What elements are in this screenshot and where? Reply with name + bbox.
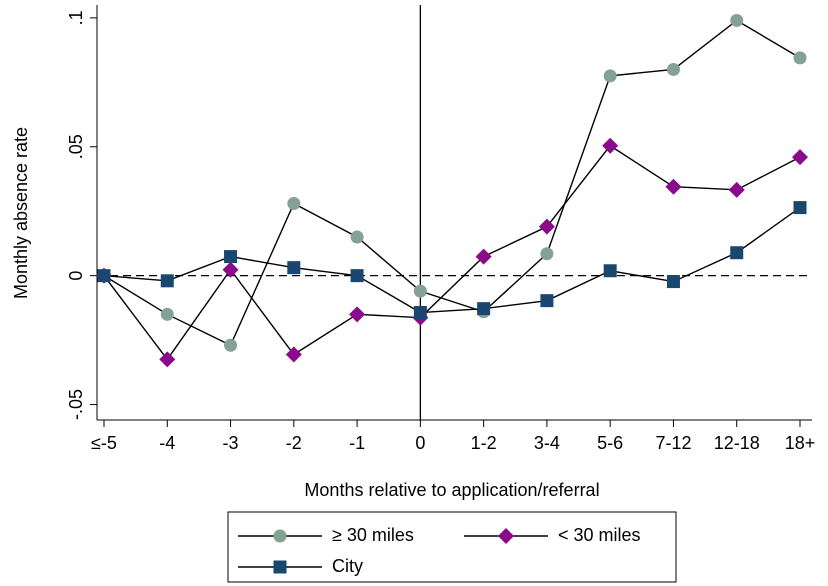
point	[666, 62, 680, 76]
point	[413, 306, 427, 320]
point	[540, 294, 554, 308]
point	[477, 302, 491, 316]
y-tick-label: -.05	[66, 389, 86, 420]
series-line	[103, 207, 801, 314]
x-tick-label: ≤-5	[91, 433, 117, 453]
y-tick-label: .1	[66, 10, 86, 25]
x-tick-label: 1-2	[471, 433, 497, 453]
x-tick-label: 0	[415, 433, 425, 453]
point	[665, 178, 682, 195]
point	[793, 201, 807, 215]
point	[730, 13, 744, 27]
point	[97, 269, 111, 283]
point	[603, 264, 617, 278]
point	[540, 247, 554, 261]
y-axis-label: Monthly absence rate	[11, 127, 31, 299]
point	[224, 250, 238, 264]
series-line	[103, 19, 801, 347]
x-axis-label: Months relative to application/referral	[304, 480, 599, 500]
x-tick-label: 7-12	[655, 433, 691, 453]
legend-label: City	[332, 556, 363, 576]
point	[538, 218, 555, 235]
point	[602, 137, 619, 154]
point	[730, 246, 744, 260]
point	[603, 69, 617, 83]
point	[287, 261, 301, 275]
point	[160, 307, 174, 321]
point	[287, 196, 301, 210]
x-tick-label: 12-18	[714, 433, 760, 453]
legend-marker	[498, 528, 514, 544]
point	[285, 346, 302, 363]
point	[349, 306, 366, 323]
point	[159, 351, 176, 368]
x-tick-label: 5-6	[597, 433, 623, 453]
point	[728, 181, 745, 198]
x-tick-label: -1	[349, 433, 365, 453]
legend-label: < 30 miles	[558, 525, 641, 545]
point	[160, 274, 174, 288]
legend-marker	[273, 529, 287, 543]
legend-box	[227, 511, 677, 583]
point	[666, 275, 680, 289]
y-tick-label: .05	[66, 134, 86, 159]
point	[350, 269, 364, 283]
point	[792, 149, 808, 166]
point	[413, 284, 427, 298]
point	[222, 261, 239, 278]
legend-label: ≥ 30 miles	[332, 525, 414, 545]
point	[350, 230, 364, 244]
y-tick-label: 0	[66, 271, 86, 281]
point	[793, 51, 807, 65]
x-tick-label: 3-4	[534, 433, 560, 453]
x-tick-label: 18+	[785, 433, 816, 453]
series-line	[103, 144, 801, 361]
x-tick-label: -4	[159, 433, 175, 453]
point	[475, 248, 492, 265]
x-tick-label: -2	[286, 433, 302, 453]
point	[224, 338, 238, 352]
legend-marker	[273, 560, 287, 574]
x-tick-label: -3	[223, 433, 239, 453]
